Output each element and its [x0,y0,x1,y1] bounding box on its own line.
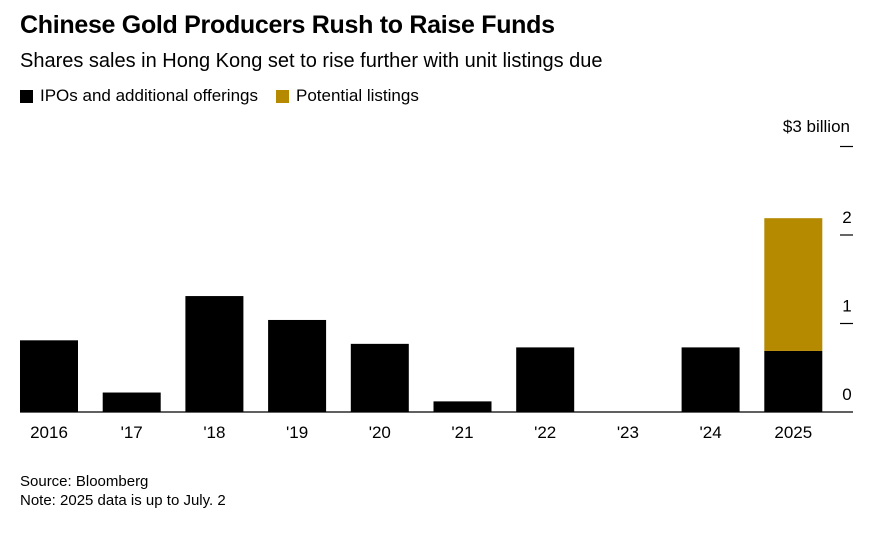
x-tick-label: '21 [451,423,473,442]
x-tick-label: '23 [617,423,639,442]
x-tick-label: '17 [121,423,143,442]
data-note: Note: 2025 data is up to July. 2 [20,492,226,509]
x-tick-label: 2016 [30,423,68,442]
bar-ipos [681,347,740,412]
x-tick-label: '19 [286,423,308,442]
bar-ipos [350,343,409,412]
x-tick-label: '18 [203,423,225,442]
y-tick-label: 0 [842,385,851,404]
chart-subtitle: Shares sales in Hong Kong set to rise fu… [20,50,603,72]
x-tick-label: '22 [534,423,556,442]
legend-swatch-potential [276,89,289,103]
legend-label-potential: Potential listings [296,86,419,105]
bar-ipos [20,340,78,412]
bar-ipos [268,319,327,412]
bar-potential [764,218,823,351]
x-tick-label: '24 [700,423,722,442]
source-note: Source: Bloomberg [20,473,149,490]
bar-ipos [102,392,161,412]
bar-ipos [185,296,244,412]
y-tick-label: 2 [842,208,851,227]
x-tick-label: 2025 [774,423,812,442]
legend: IPOs and additional offerings Potential … [20,86,437,106]
legend-label-ipos: IPOs and additional offerings [40,86,258,105]
bar-ipos [764,350,823,412]
chart-title: Chinese Gold Producers Rush to Raise Fun… [20,11,555,39]
bar-ipos [516,347,575,412]
legend-item-potential: Potential listings [276,86,419,106]
bar-ipos [433,401,492,412]
legend-item-ipos: IPOs and additional offerings [20,86,258,106]
x-tick-label: '20 [369,423,391,442]
legend-swatch-ipos [20,89,33,103]
y-axis-unit-label: $3 billion [782,117,850,136]
y-tick-label: 1 [842,297,851,316]
footer: Source: Bloomberg Note: 2025 data is up … [20,472,226,510]
